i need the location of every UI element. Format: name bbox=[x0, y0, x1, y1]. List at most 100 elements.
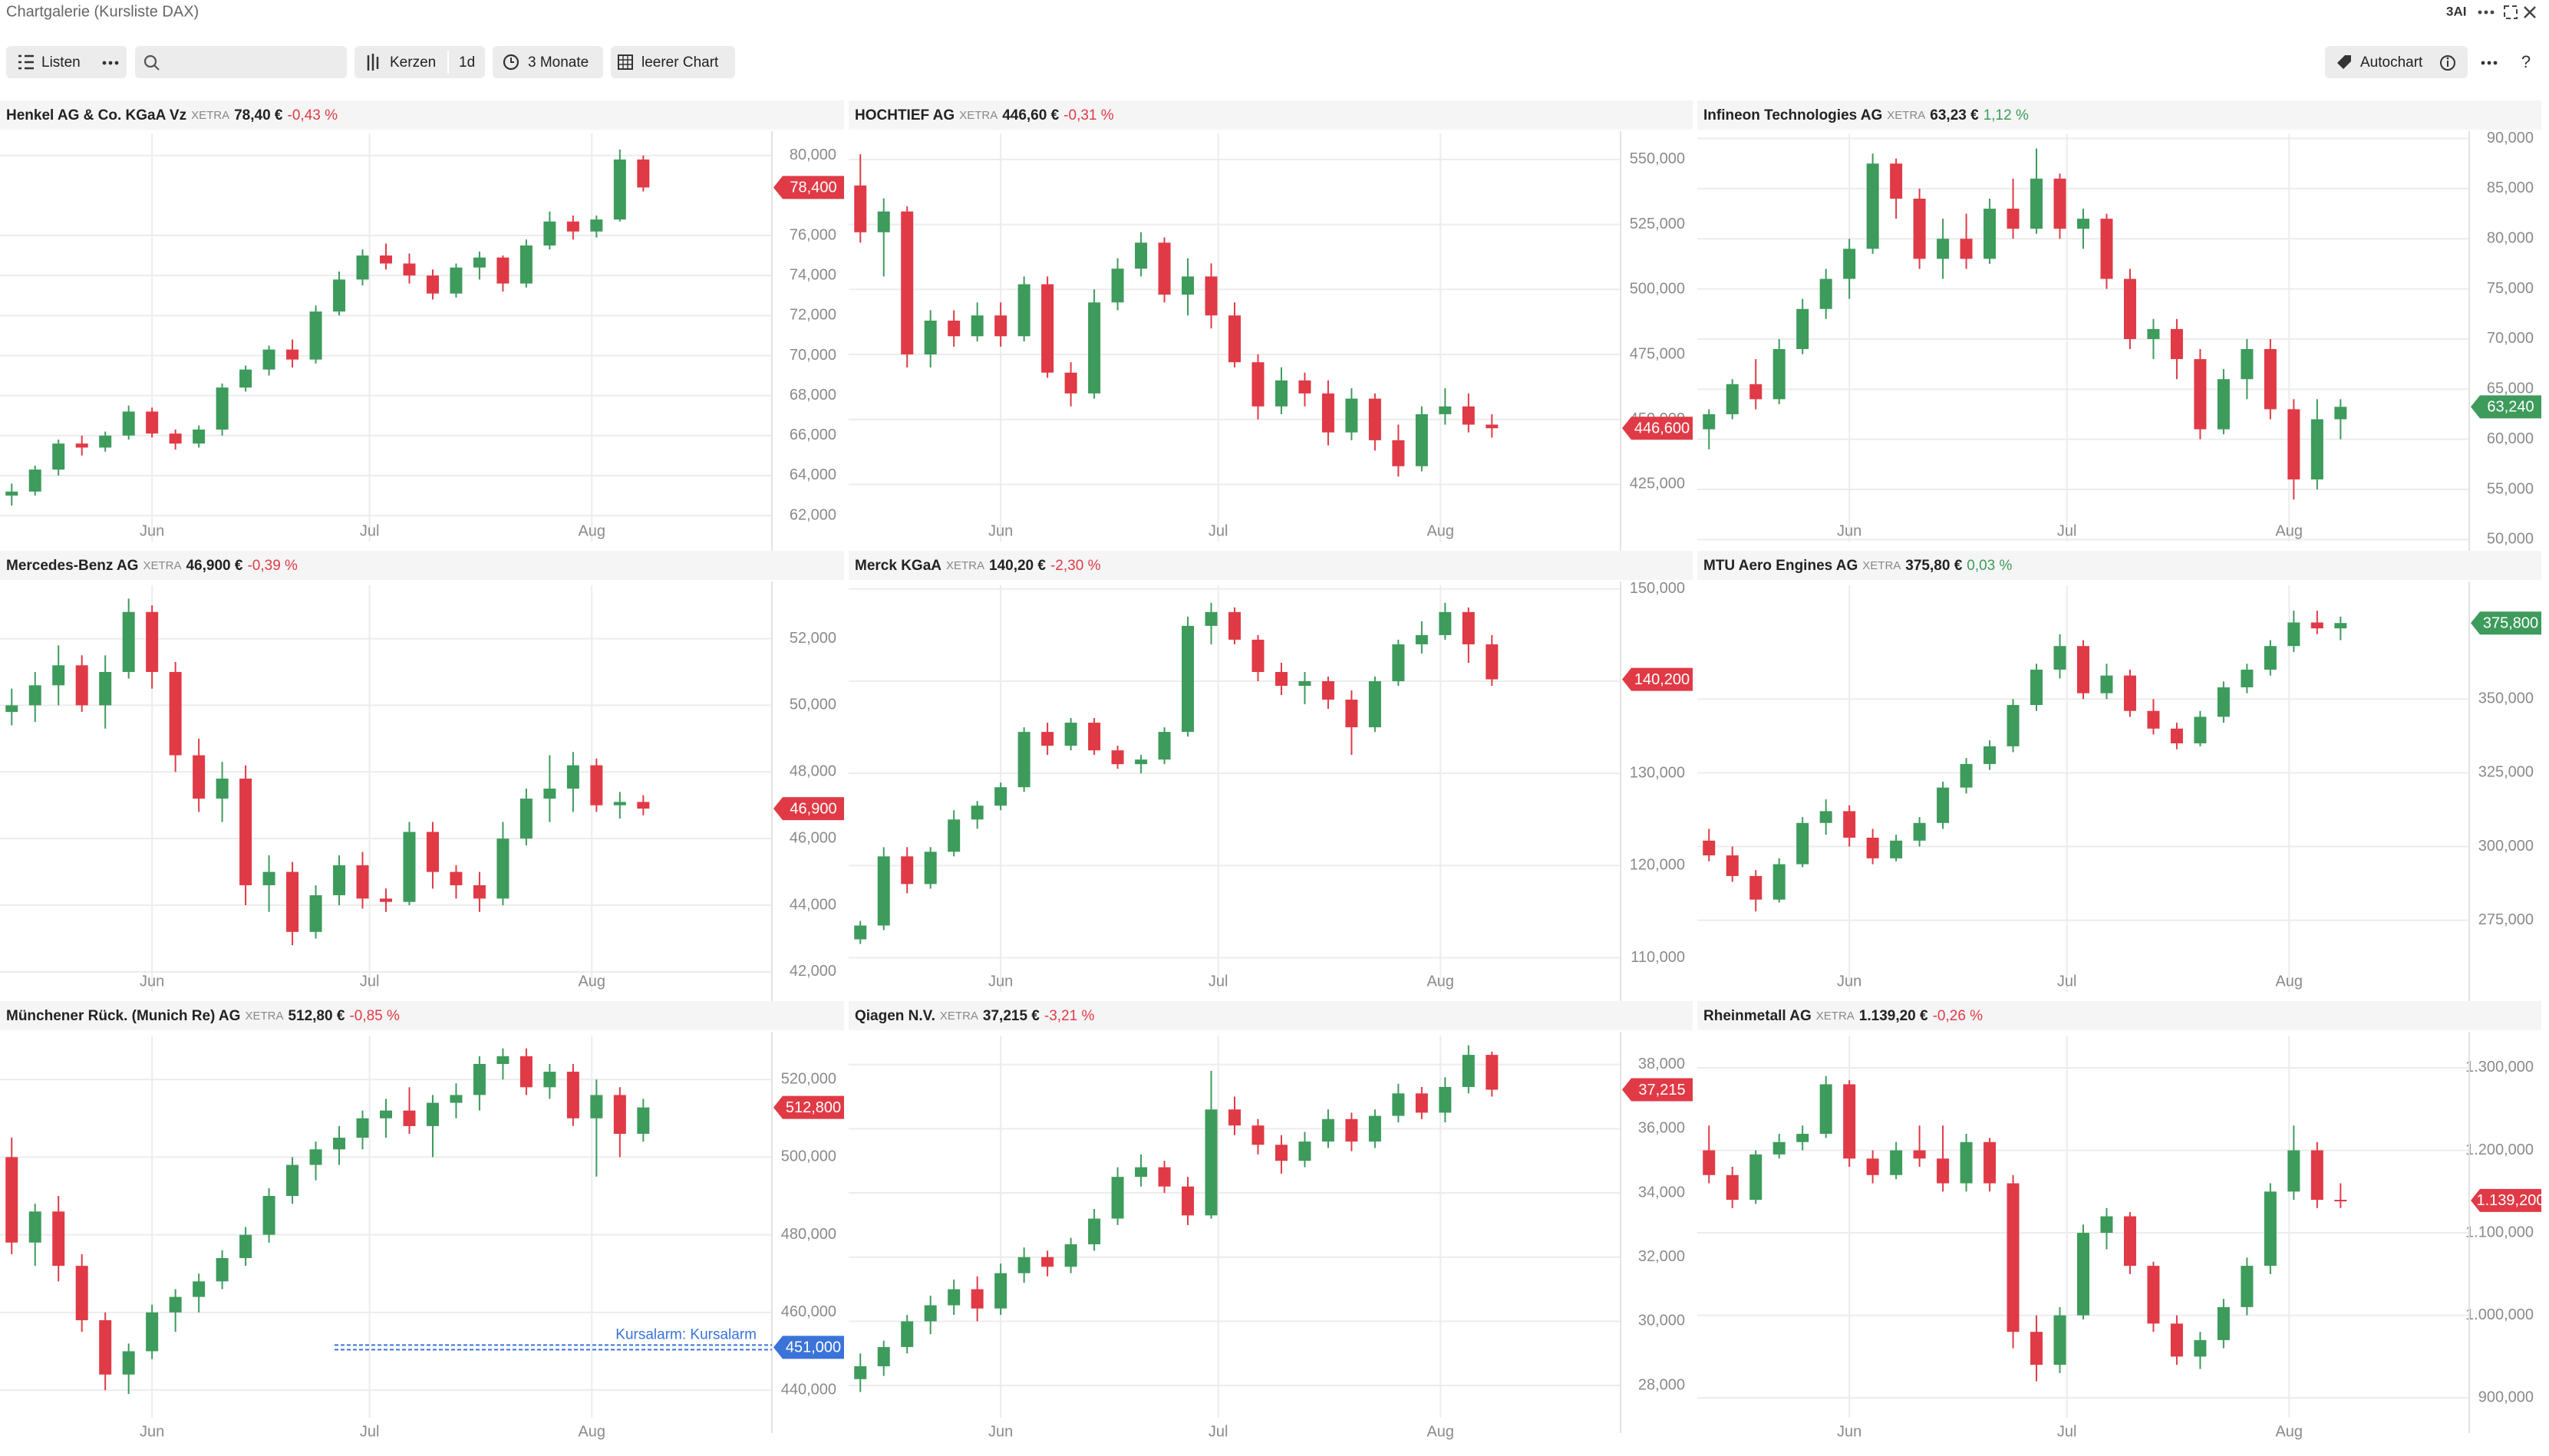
candle-body bbox=[1439, 1086, 1452, 1113]
candle-body bbox=[613, 802, 626, 805]
candle-body bbox=[2287, 622, 2300, 647]
autochart-label: Autochart bbox=[2360, 54, 2423, 71]
candle-body bbox=[1274, 380, 1288, 407]
x-tick-label: Jul bbox=[360, 1423, 380, 1440]
candle-body bbox=[1749, 875, 1763, 900]
candle-body bbox=[450, 871, 463, 885]
chart-type-button[interactable]: Kerzen 1d bbox=[354, 46, 485, 78]
candle-body bbox=[1228, 1109, 1241, 1126]
price: 1.139,20 € bbox=[1859, 1008, 1928, 1024]
candle-body bbox=[1158, 242, 1171, 295]
y-tick-label: 90,000 bbox=[2487, 130, 2534, 147]
listen-button[interactable]: Listen bbox=[6, 46, 127, 78]
candle-body bbox=[2123, 675, 2136, 711]
window-menu[interactable] bbox=[2478, 10, 2495, 15]
candle-body bbox=[2007, 705, 2020, 746]
candle-body bbox=[122, 411, 135, 436]
candle-body bbox=[901, 856, 914, 884]
x-tick-label: Jul bbox=[360, 522, 380, 539]
candle-body bbox=[333, 1138, 346, 1150]
candle-body bbox=[2217, 1306, 2230, 1340]
candle-body bbox=[1017, 284, 1030, 337]
candle-body bbox=[2194, 716, 2207, 744]
range-button[interactable]: 3 Monate bbox=[493, 46, 603, 78]
y-tick-label: 80,000 bbox=[2487, 230, 2534, 247]
candle-body bbox=[2053, 1315, 2066, 1365]
chart-panel: MTU Aero Engines AG XETRA 375,80 € 0,03 % 27… bbox=[1697, 551, 2541, 1007]
change: -0,26 % bbox=[1933, 1008, 1983, 1024]
x-tick-label: Aug bbox=[2275, 1423, 2303, 1440]
candle-body bbox=[971, 805, 984, 820]
instrument-name: HOCHTIEF AG bbox=[855, 107, 955, 124]
candle-body bbox=[169, 1296, 182, 1313]
y-tick-label: 75,000 bbox=[2487, 280, 2534, 297]
candle-body bbox=[971, 315, 984, 337]
listen-label: Listen bbox=[41, 54, 81, 71]
x-tick-label: Jun bbox=[1837, 973, 1861, 990]
change: -0,31 % bbox=[1063, 107, 1114, 124]
instrument-name: Münchener Rück. (Munich Re) AG bbox=[6, 1008, 240, 1024]
brand: 3AI bbox=[2446, 4, 2466, 18]
candle-body bbox=[426, 275, 439, 294]
more-menu[interactable] bbox=[2481, 61, 2498, 65]
y-tick-label: 36,000 bbox=[1638, 1120, 1685, 1137]
candle-body bbox=[1135, 1167, 1148, 1178]
x-tick-label: Jul bbox=[2057, 1423, 2077, 1440]
empty-chart-label: leerer Chart bbox=[641, 54, 719, 71]
candle-body bbox=[1462, 611, 1475, 644]
x-tick-label: Jul bbox=[1209, 973, 1228, 990]
candle-body bbox=[1703, 840, 1716, 856]
candle-body bbox=[1913, 1150, 1926, 1159]
panel-title: Münchener Rück. (Munich Re) AG XETRA 512,8… bbox=[6, 1008, 400, 1024]
candle-body bbox=[2287, 1150, 2300, 1192]
y-tick-label: 350,000 bbox=[2478, 690, 2534, 707]
search-box[interactable] bbox=[135, 46, 347, 78]
y-tick-label: 48,000 bbox=[790, 763, 836, 780]
candle-body bbox=[566, 1072, 579, 1118]
last-price-tag bbox=[1622, 1078, 1693, 1102]
candle-body bbox=[380, 898, 392, 902]
candle-body bbox=[1703, 413, 1716, 430]
candle-body bbox=[28, 469, 41, 492]
candle-body bbox=[1298, 1141, 1311, 1161]
candle-body bbox=[1749, 1154, 1763, 1201]
candle-body bbox=[994, 315, 1007, 337]
candle-body bbox=[99, 1319, 112, 1375]
y-tick-label: 275,000 bbox=[2478, 911, 2534, 928]
help-button[interactable]: ? bbox=[2521, 52, 2531, 71]
candle-body bbox=[169, 433, 182, 444]
y-tick-label: 50,000 bbox=[790, 697, 836, 713]
panel-title: Infineon Technologies AG XETRA 63,23 €1,12… bbox=[1703, 107, 2029, 124]
candle-body bbox=[52, 1211, 65, 1267]
candle-body bbox=[1298, 380, 1311, 394]
candle-body bbox=[1960, 1141, 1973, 1184]
candle-body bbox=[1726, 384, 1739, 414]
candle-body bbox=[1843, 1084, 1856, 1159]
empty-chart-button[interactable]: leerer Chart bbox=[611, 46, 735, 78]
candle-body bbox=[1415, 634, 1428, 644]
instrument-name: Mercedes-Benz AG bbox=[6, 558, 138, 574]
candle-body bbox=[2123, 278, 2136, 339]
candle-body bbox=[5, 705, 18, 713]
panel-header bbox=[0, 551, 844, 580]
last-price-label: 63,240 bbox=[2487, 399, 2534, 416]
candle-body bbox=[193, 1281, 206, 1297]
last-price-tag bbox=[1622, 667, 1693, 691]
candle-body bbox=[1983, 209, 1997, 259]
autochart-button[interactable]: Autochart bbox=[2325, 46, 2468, 78]
candle-body bbox=[52, 665, 65, 686]
last-price-label: 46,900 bbox=[790, 800, 836, 817]
candle-body bbox=[450, 267, 463, 294]
chart-panel: Henkel AG & Co. KGaA Vz XETRA 78,40 € -0,43… bbox=[0, 100, 844, 557]
candle-body bbox=[2100, 1216, 2113, 1234]
maximize[interactable] bbox=[2504, 5, 2518, 19]
candle-body bbox=[2310, 1150, 2323, 1201]
chart-panel: Infineon Technologies AG XETRA 63,23 €1,12… bbox=[1697, 100, 2541, 557]
candle-body bbox=[403, 263, 416, 276]
last-price-tag bbox=[773, 176, 844, 199]
x-tick-label: Jul bbox=[2057, 973, 2077, 990]
close[interactable] bbox=[2524, 6, 2536, 18]
candle-body bbox=[1983, 746, 1997, 764]
x-tick-label: Aug bbox=[1426, 522, 1454, 539]
